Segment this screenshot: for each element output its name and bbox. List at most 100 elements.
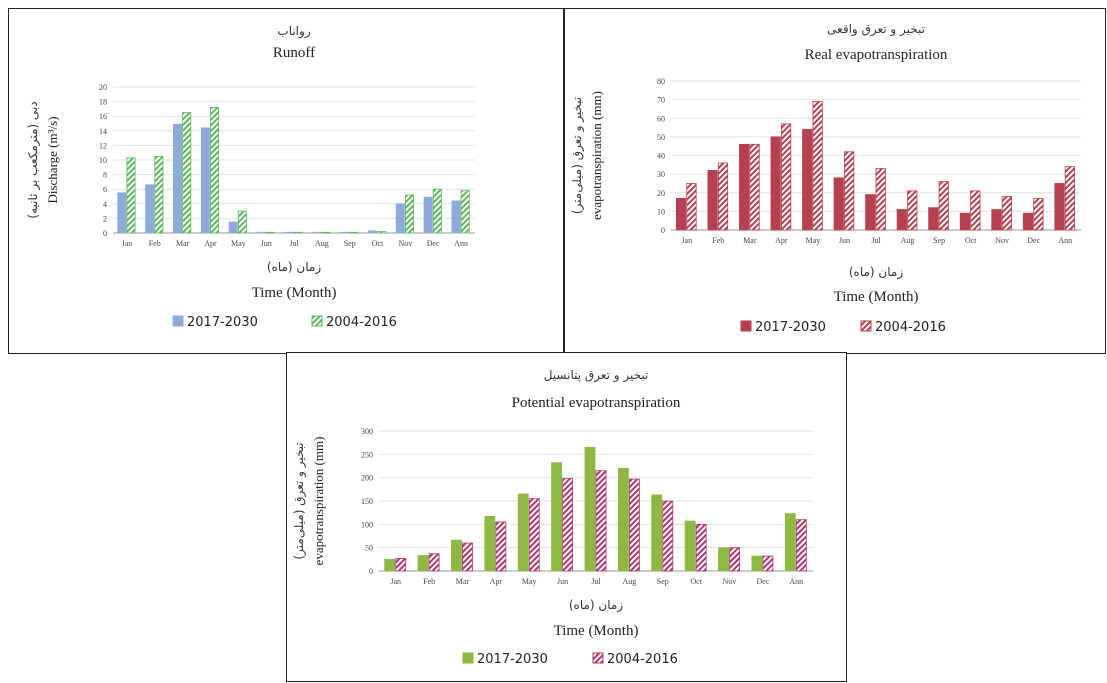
y-tick-label: 250 [361, 450, 373, 459]
bar-2004-2016 [717, 162, 729, 231]
bar-2017-2030 [1022, 212, 1034, 231]
bar-2004-2016 [321, 231, 331, 234]
y-tick-label: 300 [361, 427, 373, 436]
y-tick-label: 2 [103, 214, 107, 223]
bar-2017-2030 [865, 194, 876, 231]
real-evapotranspiration-chart: تبخیر و تعرق واقعی Real evapotranspiratio… [570, 22, 1081, 335]
bar-2004-2016 [938, 181, 949, 231]
y-tick-label: 20 [657, 189, 665, 198]
bar-2017-2030 [675, 197, 687, 231]
y-tick-label: 12 [99, 141, 107, 150]
legend-swatch [860, 320, 872, 332]
bar-2017-2030 [451, 200, 461, 234]
x-tick-label: May [231, 239, 246, 248]
x-axis-label-fa: زمان (ماه) [267, 260, 321, 275]
y-axis-label-fa: تبخیر و تعرق (میلی‌متر) [570, 97, 585, 214]
bar-2004-2016 [695, 523, 707, 572]
bar-2004-2016 [875, 168, 886, 231]
y-tick-label: 50 [657, 133, 665, 142]
bar-2017-2030 [340, 231, 350, 234]
x-tick-label: Mar [743, 236, 757, 245]
y-tick-label: 50 [365, 544, 373, 553]
y-axis-label: evapotranspiration (mm) [311, 437, 326, 566]
x-tick-label: Jan [122, 239, 133, 248]
bar-2017-2030 [384, 558, 396, 572]
y-tick-label: 10 [99, 156, 107, 165]
y-tick-label: 16 [99, 112, 107, 121]
x-tick-label: Nov [723, 577, 737, 586]
bar-2004-2016 [907, 190, 918, 231]
bar-2004-2016 [154, 155, 164, 234]
x-tick-label: Ann [789, 577, 803, 586]
bar-2004-2016 [182, 112, 192, 234]
x-tick-label: Mar [456, 577, 470, 586]
x-tick-label: Jun [839, 236, 850, 245]
potential-et-chart-panel: تبخیر و تعرق پتانسیل Potential evapotrans… [286, 352, 847, 682]
bar-2004-2016 [460, 190, 470, 234]
bar-2017-2030 [802, 129, 813, 231]
x-tick-label: Ann [1058, 236, 1072, 245]
x-tick-label: Jul [591, 577, 601, 586]
x-tick-label: Dec [427, 239, 440, 248]
y-tick-label: 4 [103, 200, 107, 209]
bar-2017-2030 [1054, 183, 1065, 231]
x-tick-label: Jun [261, 239, 272, 248]
legend-label: 2004-2016 [326, 315, 397, 330]
bar-2017-2030 [896, 209, 907, 231]
y-tick-label: 0 [661, 226, 665, 235]
chart-title: Real evapotranspiration [805, 47, 948, 63]
x-axis-label-fa: زمان (ماه) [849, 265, 903, 280]
bar-2004-2016 [595, 470, 607, 572]
bar-2004-2016 [126, 157, 136, 234]
bar-2004-2016 [349, 231, 359, 234]
bar-2017-2030 [751, 555, 763, 572]
chart-title-fa: تبخیر و تعرق واقعی [827, 22, 925, 37]
bar-2004-2016 [428, 553, 440, 572]
bar-2004-2016 [970, 190, 981, 231]
legend-swatch [740, 320, 752, 332]
legend-label: 2004-2016 [875, 320, 946, 335]
x-tick-label: Apr [775, 236, 788, 245]
bar-2004-2016 [762, 555, 774, 572]
y-tick-label: 14 [99, 127, 107, 136]
y-tick-label: 30 [657, 170, 665, 179]
bar-2017-2030 [284, 231, 294, 234]
y-tick-label: 6 [103, 185, 107, 194]
x-tick-label: Feb [712, 236, 724, 245]
x-tick-label: Ann [454, 239, 468, 248]
bar-2004-2016 [749, 143, 760, 231]
legend-label: 2017-2030 [755, 320, 826, 335]
x-tick-label: Sep [933, 236, 945, 245]
bar-2004-2016 [780, 123, 792, 231]
bar-2004-2016 [432, 188, 442, 234]
x-tick-label: May [806, 236, 821, 245]
chart-title: Runoff [273, 45, 315, 61]
potential-evapotranspiration-chart: تبخیر و تعرق پتانسیل Potential evapotrans… [292, 368, 813, 667]
bar-2004-2016 [237, 210, 247, 234]
y-tick-label: 100 [361, 520, 373, 529]
bar-2017-2030 [584, 446, 596, 572]
y-axis-label-fa: دبی (مترمکعب بر ثانیه) [26, 101, 41, 218]
bar-2017-2030 [707, 169, 718, 231]
bar-2004-2016 [729, 547, 740, 572]
bar-2017-2030 [991, 209, 1002, 231]
y-tick-label: 150 [361, 497, 373, 506]
bar-2017-2030 [517, 493, 529, 572]
x-tick-label: May [522, 577, 537, 586]
bar-2017-2030 [173, 123, 183, 234]
x-tick-label: Aug [315, 239, 329, 248]
x-tick-label: Nov [995, 236, 1009, 245]
bar-2017-2030 [739, 143, 750, 231]
bar-2004-2016 [662, 500, 674, 572]
x-tick-label: Jan [681, 236, 692, 245]
y-tick-label: 70 [657, 96, 665, 105]
bar-2017-2030 [959, 212, 971, 231]
y-axis-label: evapotranspiration (mm) [589, 91, 604, 220]
chart-title: Potential evapotranspiration [512, 395, 681, 411]
x-axis-label: Time (Month) [554, 623, 639, 639]
x-tick-label: Mar [176, 239, 190, 248]
real-et-chart-panel: تبخیر و تعرق واقعی Real evapotranspiratio… [564, 8, 1106, 354]
bar-2017-2030 [784, 513, 796, 572]
bar-2017-2030 [367, 230, 377, 234]
bar-2017-2030 [228, 221, 238, 234]
